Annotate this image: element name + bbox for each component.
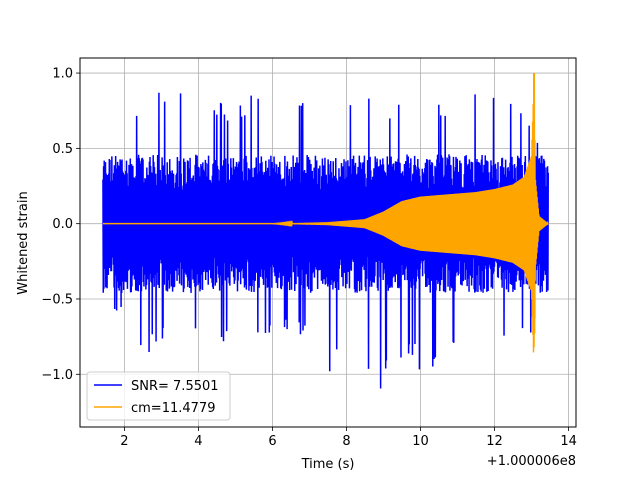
legend-label-cm: cm=11.4779 <box>131 401 215 416</box>
axis-ticks: 2 4 6 8 10 12 14 −1.0 −0.5 0.0 0.5 1.0 <box>41 67 576 449</box>
y-axis-label: Whitened strain <box>16 191 31 294</box>
legend-box <box>86 371 231 421</box>
x-axis-label: Time (s) <box>301 457 355 472</box>
series-layer <box>102 73 549 389</box>
plot-frame <box>79 57 577 428</box>
x-tick-label: 8 <box>342 434 350 449</box>
x-tick-label: 2 <box>120 434 128 449</box>
x-tick-label: 10 <box>412 434 429 449</box>
y-tick-label: −1.0 <box>41 368 73 383</box>
x-tick-label: 4 <box>194 434 202 449</box>
y-tick-label: 0.0 <box>52 217 73 232</box>
x-tick-label: 12 <box>486 434 503 449</box>
y-tick-label: 1.0 <box>52 67 73 82</box>
legend: SNR= 7.5501 cm=11.4779 <box>86 371 231 421</box>
legend-label-snr: SNR= 7.5501 <box>131 379 219 394</box>
x-offset-label: +1.000006e8 <box>487 454 576 469</box>
y-tick-label: 0.5 <box>52 142 73 157</box>
y-tick-label: −0.5 <box>41 292 73 307</box>
x-tick-label: 14 <box>560 434 577 449</box>
series-line-cm <box>102 73 549 353</box>
x-tick-label: 6 <box>268 434 276 449</box>
